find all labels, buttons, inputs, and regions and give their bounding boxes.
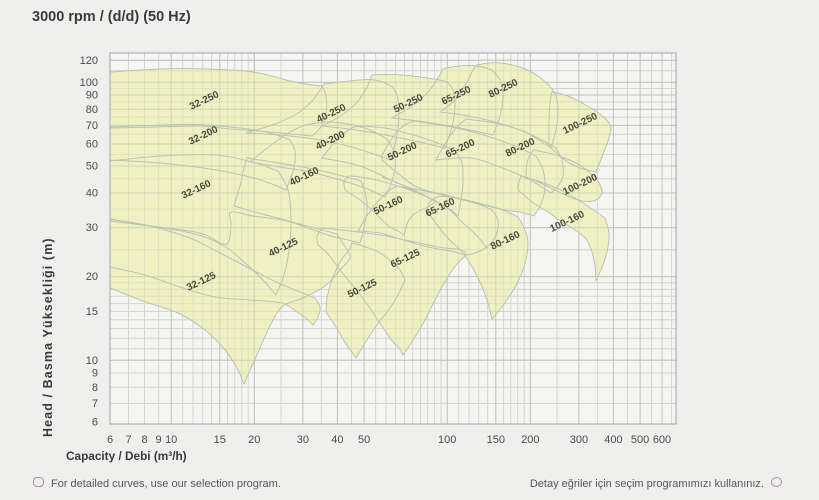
svg-text:400: 400 [604,434,622,446]
svg-text:300: 300 [570,434,588,446]
svg-text:20: 20 [248,434,260,446]
svg-text:8: 8 [92,382,98,394]
svg-text:600: 600 [653,434,671,446]
svg-text:15: 15 [214,434,226,446]
svg-text:7: 7 [125,434,131,446]
svg-text:150: 150 [487,434,505,446]
svg-text:8: 8 [141,434,147,446]
svg-text:20: 20 [86,271,98,283]
svg-text:40: 40 [331,434,343,446]
svg-text:500: 500 [631,434,649,446]
svg-text:6: 6 [107,434,113,446]
svg-text:30: 30 [297,434,309,446]
svg-text:80: 80 [86,104,98,116]
svg-text:50: 50 [86,161,98,173]
svg-text:90: 90 [86,90,98,102]
svg-text:10: 10 [86,355,98,367]
svg-text:10: 10 [165,434,177,446]
svg-text:120: 120 [80,55,98,67]
svg-text:15: 15 [86,306,98,318]
svg-text:40: 40 [86,188,98,200]
svg-text:50: 50 [358,434,370,446]
svg-text:9: 9 [156,434,162,446]
svg-text:100: 100 [438,434,456,446]
svg-text:7: 7 [92,398,98,410]
svg-text:70: 70 [86,120,98,132]
svg-text:30: 30 [86,222,98,234]
svg-text:6: 6 [92,417,98,429]
svg-text:100: 100 [80,77,98,89]
svg-text:9: 9 [92,368,98,380]
svg-text:200: 200 [521,434,539,446]
svg-text:60: 60 [86,139,98,151]
